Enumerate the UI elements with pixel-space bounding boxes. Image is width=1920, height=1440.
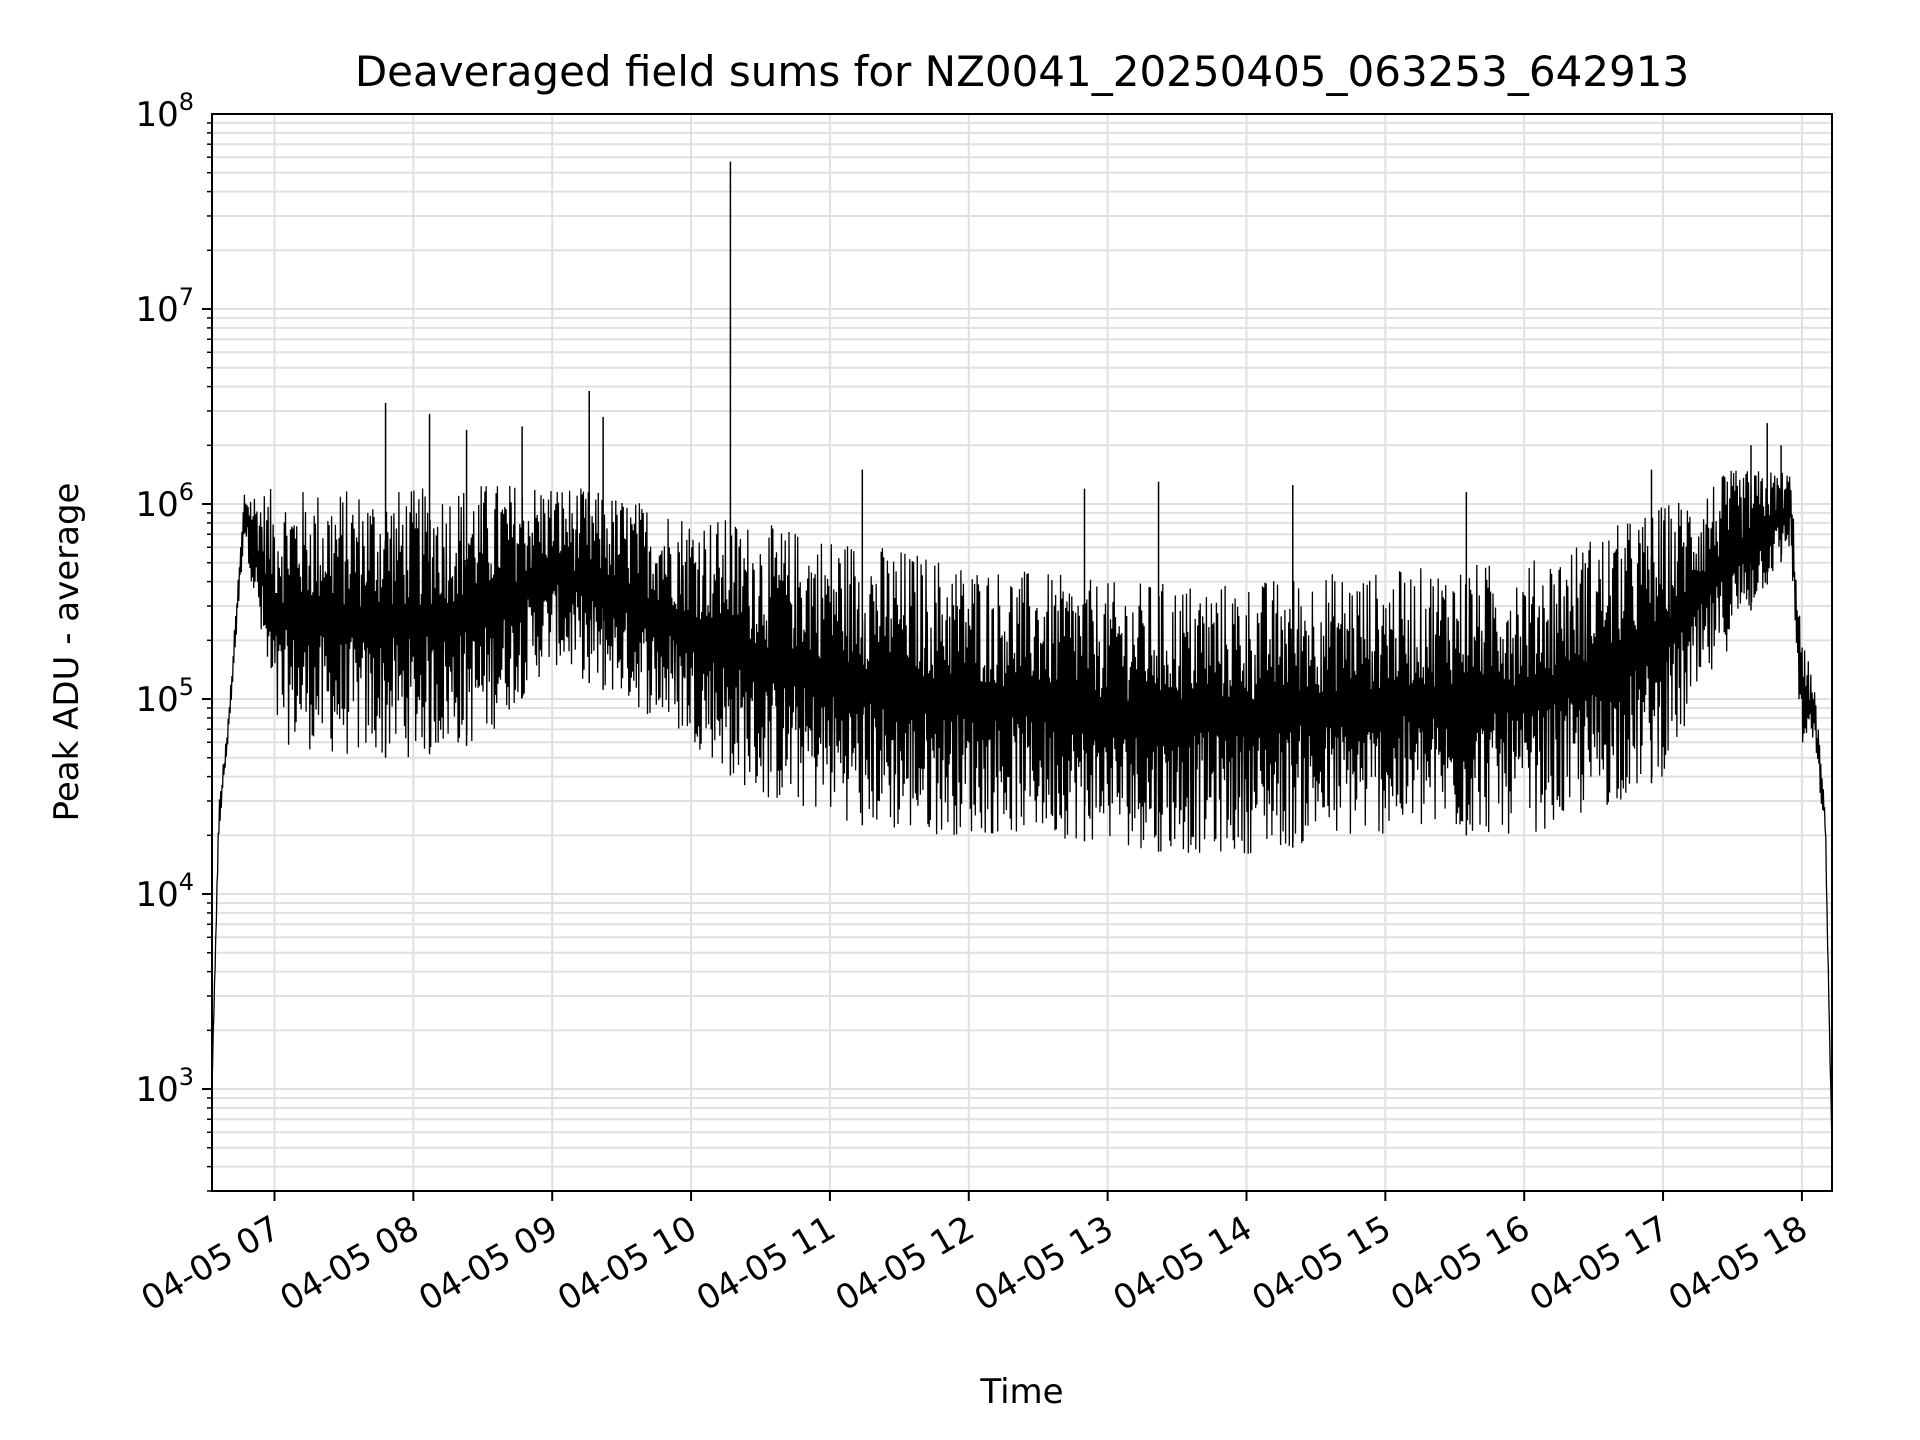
y-tick-base: 10	[135, 485, 178, 525]
y-tick-exponent: 7	[179, 283, 194, 311]
y-tick-exponent: 3	[179, 1063, 194, 1091]
y-axis-label: Peak ADU - average	[47, 483, 87, 822]
y-tick-label: 106	[135, 478, 194, 525]
y-tick-exponent: 8	[179, 88, 194, 116]
y-tick-label: 103	[135, 1063, 194, 1110]
data-series	[211, 161, 1833, 1148]
y-tick-label: 105	[135, 673, 194, 720]
y-tick-base: 10	[135, 875, 178, 915]
y-tick-base: 10	[135, 95, 178, 135]
series-line	[211, 470, 1833, 1148]
y-tick-label: 107	[135, 283, 194, 330]
y-tick-exponent: 5	[179, 673, 194, 701]
y-tick-label: 104	[135, 868, 194, 915]
y-tick-base: 10	[135, 290, 178, 330]
x-axis-label: Time	[979, 1372, 1063, 1412]
y-tick-exponent: 6	[179, 478, 194, 506]
plot-frame	[211, 113, 1833, 1192]
y-tick-base: 10	[135, 1070, 178, 1110]
y-tick-exponent: 4	[179, 868, 194, 896]
chart-title: Deaveraged field sums for NZ0041_2025040…	[355, 47, 1689, 96]
y-tick-base: 10	[135, 680, 178, 720]
y-tick-label: 108	[135, 88, 194, 135]
